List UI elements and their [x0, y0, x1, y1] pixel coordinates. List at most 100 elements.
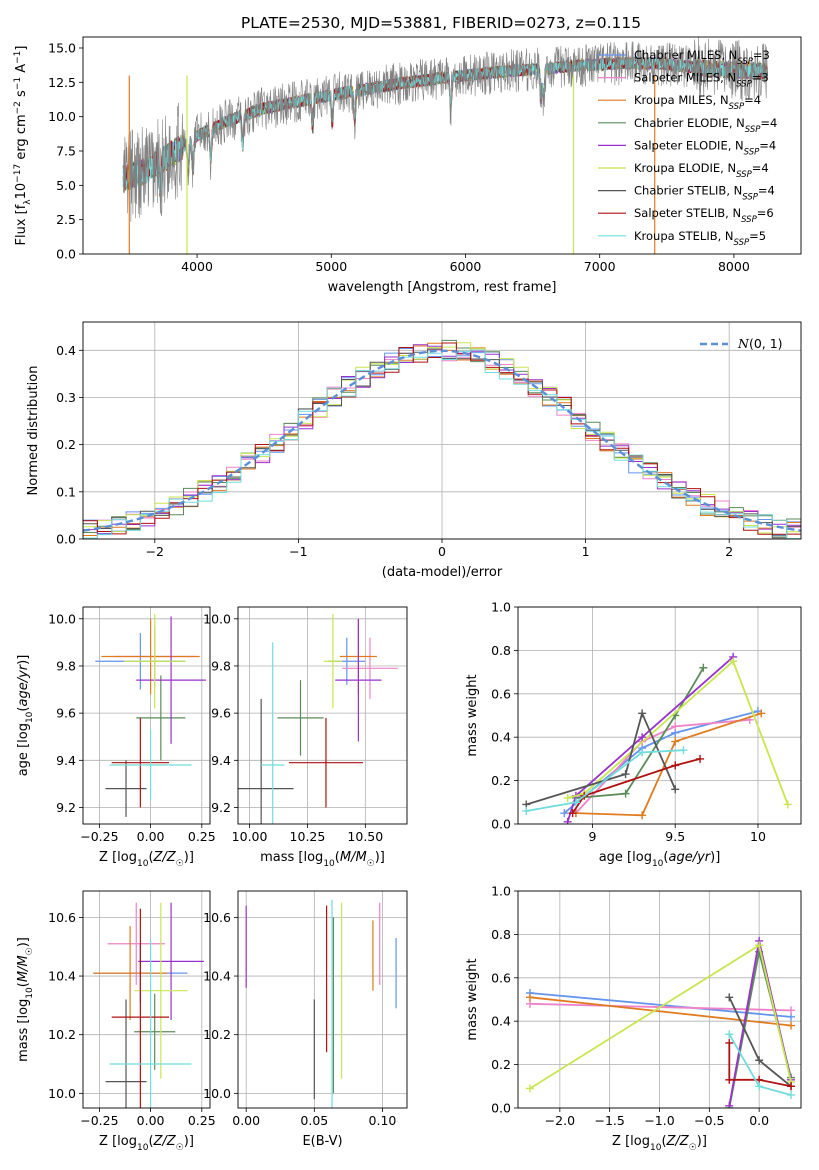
data-point — [568, 809, 577, 818]
data-point — [755, 1056, 764, 1065]
x-tick-label: 9.5 — [665, 829, 685, 844]
x-axis-label: Z [log10(Z/Z☉)] — [612, 1134, 707, 1153]
y-tick-label: 0.0 — [56, 247, 76, 262]
legend: Chabrier MILES, NSSP=3 Salpeter MILES, NS… — [598, 48, 777, 248]
x-tick-label: −2.0 — [545, 1113, 575, 1128]
legend-entry-salpeter-stelib: Salpeter STELIB, NSSP=6 — [634, 206, 774, 225]
y-tick-label: 10.2 — [203, 1027, 231, 1042]
data-point — [563, 793, 572, 802]
point-chabrier-elodie — [136, 675, 186, 761]
y-tick-label: 9.4 — [56, 753, 76, 768]
point-chabrier-stelib — [105, 999, 147, 1108]
panel-mass-vs-Z: −0.25 0.00 0.25 10.0 10.2 10.4 10.6 Z [log10(Z/… — [16, 890, 216, 1153]
data-point — [638, 748, 647, 757]
legend-entry-normal: N(0, 1) — [737, 336, 783, 351]
point-kroupa-elodie — [134, 902, 188, 1079]
data-point — [638, 709, 647, 718]
legend-entry-salpeter-elodie: Salpeter ELODIE, NSSP=4 — [634, 138, 776, 157]
point-kroupa-stelib — [109, 729, 192, 801]
x-tick-label: 9 — [588, 829, 596, 844]
point-chabrier-stelib — [105, 760, 147, 817]
data-point — [525, 1084, 534, 1093]
point-kroupa-elodie — [123, 614, 186, 709]
plot-area — [522, 652, 792, 824]
plot-area — [238, 614, 398, 824]
point-salpeter-elodie — [335, 618, 382, 742]
x-tick-label: −2 — [146, 544, 164, 559]
y-tick-label: 10.2 — [48, 1027, 76, 1042]
x-tick-label: 0.05 — [300, 1113, 328, 1128]
plot-area — [122, 37, 768, 254]
series-line — [575, 712, 762, 817]
legend-entry-salpeter-miles: Salpeter MILES, NSSP=3 — [634, 71, 769, 90]
x-tick-label: 10.25 — [290, 829, 326, 844]
series-kroupa-stelib — [522, 746, 688, 815]
data-point — [571, 798, 580, 807]
series-line — [728, 1042, 792, 1088]
x-tick-label: 0.00 — [137, 829, 165, 844]
x-tick-label: 1 — [582, 544, 590, 559]
panel-residuals: −2 −1 0 1 2 0.0 0.1 0.2 0.3 0.4 (data-model)/error… — [26, 321, 802, 580]
data-point — [725, 1101, 734, 1108]
y-tick-label: 1.0 — [491, 600, 511, 615]
point-kroupa-elodie — [323, 614, 343, 709]
y-tick-label: 0.0 — [491, 1101, 511, 1116]
point-chabrier-stelib — [238, 698, 294, 824]
series-line — [575, 667, 705, 799]
data-point — [725, 1030, 734, 1039]
panel-massweight-vs-Z: −2.0 −1.5 −1.0 −0.5 0.0 0.0 0.2 0.4 0.6 0.8 1.0 Z [… — [465, 884, 802, 1153]
data-point — [757, 709, 766, 718]
series-line — [571, 758, 701, 814]
y-tick-label: 7.5 — [56, 143, 76, 158]
data-point — [696, 754, 705, 763]
x-axis-label: wavelength [Angstrom, rest frame] — [328, 280, 557, 295]
y-tick-label: 10.0 — [48, 109, 76, 124]
y-tick-label: 0.1 — [56, 484, 76, 499]
y-tick-label: 10.4 — [48, 969, 76, 984]
point-kroupa-miles — [93, 926, 167, 1021]
plot-area — [245, 899, 397, 1108]
y-axis-label: mass weight — [465, 674, 480, 756]
y-tick-label: 0.4 — [491, 730, 511, 745]
x-tick-label: 7000 — [584, 259, 616, 274]
point-salpeter-miles — [342, 637, 398, 699]
point-kroupa-stelib — [109, 940, 192, 1108]
y-tick-label: 15.0 — [48, 40, 76, 55]
point-kroupa-miles — [101, 618, 200, 695]
y-tick-label: 10.6 — [48, 910, 76, 925]
axes-frame — [82, 890, 211, 1109]
point-salpeter-elodie — [138, 902, 204, 1021]
point-salpeter-miles — [107, 902, 165, 985]
point-salpeter-stelib — [288, 717, 364, 808]
y-tick-label: 9.8 — [56, 658, 76, 673]
legend-entry-kroupa-miles: Kroupa MILES, NSSP=4 — [634, 93, 761, 112]
data-point — [525, 993, 534, 1002]
y-tick-label: 0.2 — [491, 1057, 511, 1072]
legend-entry-kroupa-stelib: Kroupa STELIB, NSSP=5 — [634, 229, 766, 248]
y-tick-label: 12.5 — [48, 75, 76, 90]
y-tick-label: 9.6 — [211, 706, 231, 721]
data-point — [671, 722, 680, 731]
legend-entry-chabrier-miles: Chabrier MILES, NSSP=3 — [634, 48, 770, 67]
x-tick-label: 5000 — [315, 259, 347, 274]
series-kroupa-stelib — [725, 1030, 796, 1099]
y-tick-label: 10.4 — [203, 969, 231, 984]
axes-frame — [82, 321, 802, 540]
y-tick-label: 0.2 — [56, 437, 76, 452]
x-tick-label: 0.00 — [232, 1113, 260, 1128]
y-tick-label: 9.8 — [211, 658, 231, 673]
y-tick-label: 0.3 — [56, 390, 76, 405]
x-tick-label: 10 — [750, 829, 766, 844]
data-point — [787, 1021, 796, 1030]
data-point — [671, 761, 680, 770]
data-point — [671, 785, 680, 794]
axes-frame — [237, 606, 408, 825]
point-chabrier-elodie — [134, 993, 176, 1070]
y-tick-label: 0.0 — [491, 817, 511, 832]
y-axis-label: mass weight — [465, 958, 480, 1040]
observed-spectrum — [123, 37, 768, 222]
series-kroupa-miles — [571, 709, 766, 820]
legend-entry-chabrier-elodie: Chabrier ELODIE, NSSP=4 — [634, 116, 777, 135]
series-salpeter-stelib — [725, 1038, 796, 1091]
point-kroupa-stelib — [261, 642, 285, 824]
